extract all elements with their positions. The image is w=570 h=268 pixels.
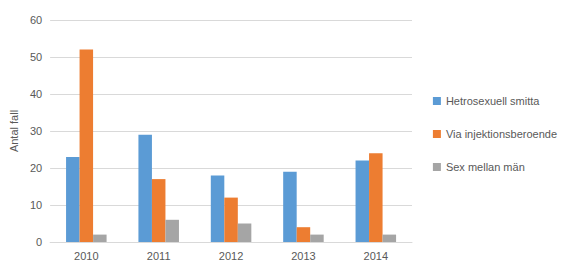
svg-text:Via injektionsberoende: Via injektionsberoende (446, 128, 557, 140)
svg-text:30: 30 (30, 125, 42, 137)
svg-text:0: 0 (36, 236, 42, 248)
svg-text:60: 60 (30, 14, 42, 26)
svg-text:40: 40 (30, 88, 42, 100)
svg-text:50: 50 (30, 51, 42, 63)
svg-text:Hetrosexuell smitta: Hetrosexuell smitta (446, 95, 540, 107)
svg-text:2011: 2011 (147, 250, 171, 262)
svg-text:20: 20 (30, 162, 42, 174)
svg-text:2013: 2013 (291, 250, 315, 262)
svg-text:2010: 2010 (74, 250, 98, 262)
svg-text:2012: 2012 (219, 250, 243, 262)
svg-text:10: 10 (30, 199, 42, 211)
svg-text:Sex mellan män: Sex mellan män (446, 161, 525, 173)
svg-text:Antal fall: Antal fall (8, 110, 20, 152)
svg-text:2014: 2014 (364, 250, 388, 262)
